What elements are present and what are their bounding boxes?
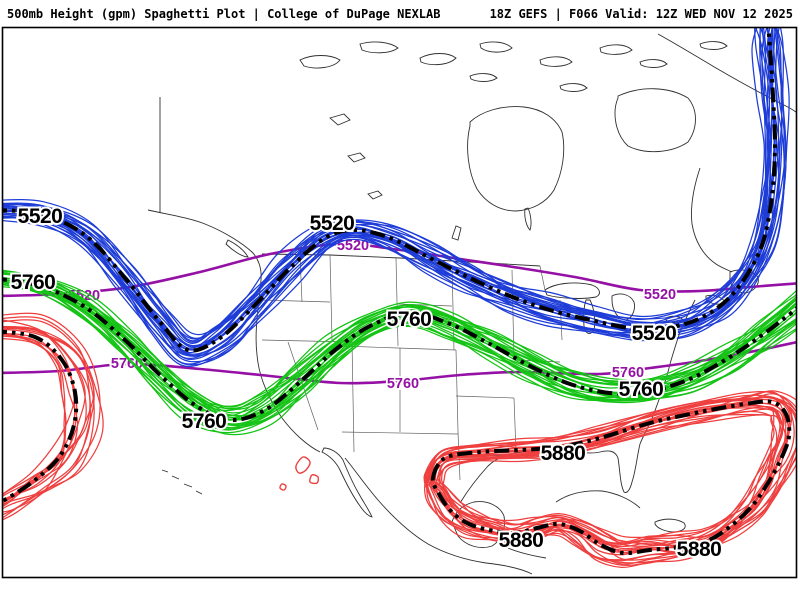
ensemble-band-5760-1 bbox=[2, 269, 797, 436]
secondary-label-5520: 5520 bbox=[644, 287, 676, 303]
mean-contour-5520-0 bbox=[2, 27, 778, 353]
secondary-contour-5760 bbox=[2, 340, 797, 385]
coastlines bbox=[147, 33, 797, 575]
contour-label-5880: 5880 bbox=[677, 538, 722, 561]
contour-label-5760: 5760 bbox=[11, 271, 56, 294]
contour-label-5880: 5880 bbox=[541, 442, 586, 465]
contour-label-5760: 5760 bbox=[387, 308, 432, 331]
contour-label-5760: 5760 bbox=[182, 410, 227, 433]
mean-contour-5880-2 bbox=[430, 399, 792, 556]
mean-contours bbox=[2, 27, 797, 556]
secondary-label-5760: 5760 bbox=[387, 376, 419, 392]
small-closed-contours-5880 bbox=[279, 456, 320, 491]
contour-label-5520: 5520 bbox=[18, 205, 63, 228]
contour-label-5880: 5880 bbox=[499, 529, 544, 552]
contour-label-5520: 5520 bbox=[310, 212, 355, 235]
model-valid-time: 18Z GEFS | F066 Valid: 12Z WED NOV 12 20… bbox=[489, 6, 793, 21]
contour-label-5520: 5520 bbox=[632, 322, 677, 345]
ensemble-band-5880-3 bbox=[2, 312, 104, 521]
title-bar: 500mb Height (gpm) Spaghetti Plot | Coll… bbox=[0, 0, 800, 27]
ensemble-band-5880-2 bbox=[423, 390, 797, 569]
contour-label-5760: 5760 bbox=[619, 378, 664, 401]
state-borders bbox=[261, 254, 563, 481]
map-border bbox=[1, 26, 798, 579]
secondary-label-5760: 5760 bbox=[612, 365, 644, 381]
plot-title: 500mb Height (gpm) Spaghetti Plot | Coll… bbox=[7, 6, 441, 21]
